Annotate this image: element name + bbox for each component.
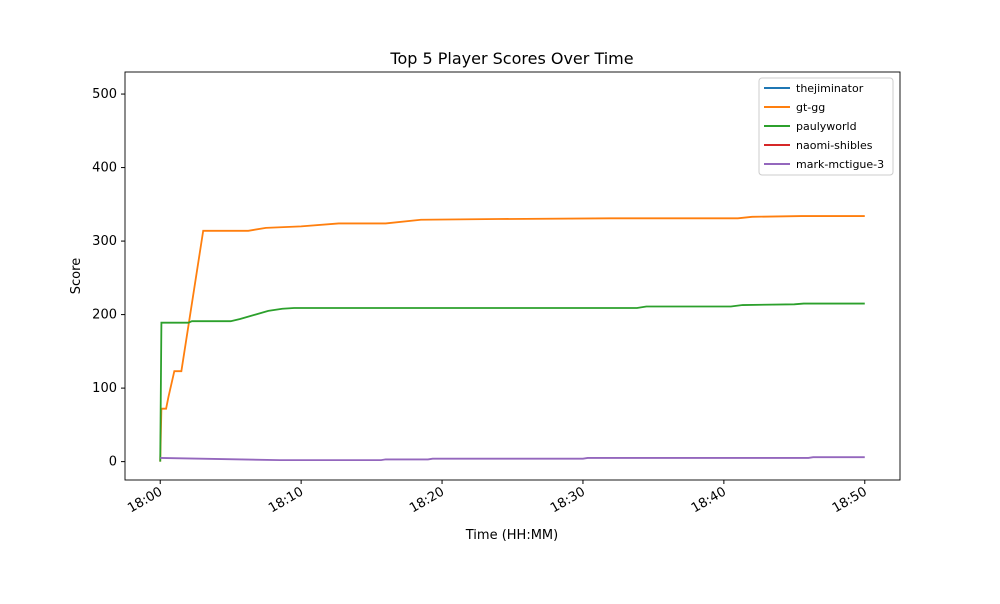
legend-label-gt-gg: gt-gg <box>796 101 825 114</box>
legend-box <box>758 77 894 176</box>
chart-title: Top 5 Player Scores Over Time <box>389 49 633 68</box>
x-tick-label: 18:00 <box>125 484 165 516</box>
plot-frame <box>124 71 901 481</box>
legend-label-thejiminator: thejiminator <box>796 82 864 95</box>
legend-label-paulyworld: paulyworld <box>796 120 857 133</box>
y-tick-label: 400 <box>92 161 117 176</box>
x-tick-label: 18:10 <box>266 484 306 516</box>
legend-label-mark-mctigue-3: mark-mctigue-3 <box>796 158 884 171</box>
y-tick-label: 0 <box>109 455 117 470</box>
series-line-gt-gg <box>159 215 865 462</box>
series-line-mark-mctigue-3 <box>160 456 865 462</box>
x-tick-label: 18:50 <box>830 484 870 516</box>
x-tick-label: 18:20 <box>407 484 447 516</box>
y-tick-label: 300 <box>92 234 117 249</box>
x-tick-label: 18:30 <box>548 484 588 516</box>
x-tick-label: 18:40 <box>689 484 729 516</box>
series-line-paulyworld <box>159 302 865 462</box>
y-tick-label: 200 <box>92 308 117 323</box>
y-axis-label: Score <box>69 258 84 294</box>
y-tick-label: 100 <box>92 381 117 396</box>
legend-label-naomi-shibles: naomi-shibles <box>796 139 873 152</box>
y-tick-label: 500 <box>92 87 117 102</box>
x-axis-label: Time (HH:MM) <box>465 528 558 543</box>
